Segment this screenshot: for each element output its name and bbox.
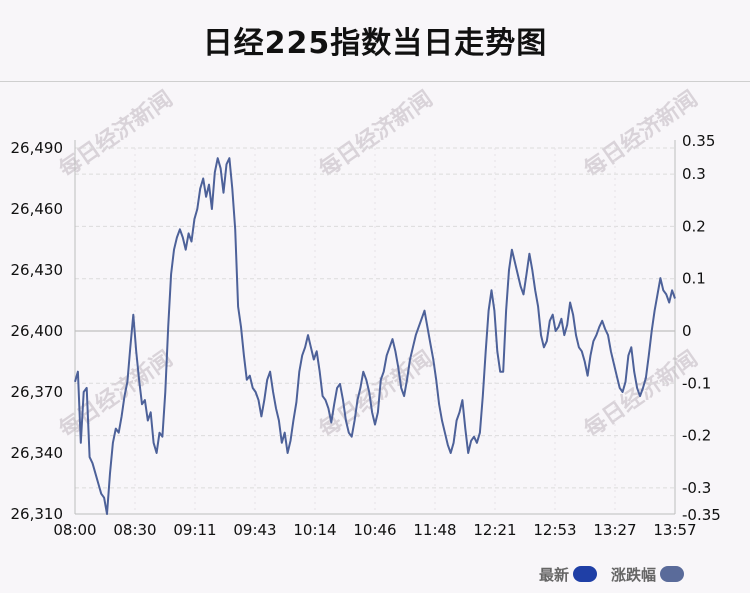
y-tick-left: 26,460	[11, 200, 64, 218]
y-tick-right: 0.3	[682, 165, 706, 183]
y-tick-right: 0	[682, 322, 692, 340]
axes	[74, 140, 676, 515]
y-tick-right: 0.2	[682, 217, 706, 235]
legend-label-change: 涨跌幅	[610, 565, 656, 584]
x-tick: 12:21	[473, 521, 516, 539]
y-tick-right: -0.1	[682, 374, 711, 392]
y-tick-left: 26,340	[11, 444, 64, 462]
series-layer	[74, 157, 676, 515]
x-tick: 10:46	[353, 521, 396, 539]
legend: 最新 涨跌幅	[539, 563, 684, 585]
y-tick-right: -0.35	[682, 506, 721, 524]
x-tick: 09:11	[173, 521, 216, 539]
x-tick: 12:53	[533, 521, 576, 539]
series-line	[74, 157, 676, 515]
x-tick: 13:27	[593, 521, 636, 539]
x-tick: 08:00	[53, 521, 96, 539]
y-tick-right: 0.1	[682, 270, 706, 288]
y-tick-left: 26,400	[11, 322, 64, 340]
y-tick-left: 26,490	[11, 139, 64, 157]
legend-item-change[interactable]: 涨跌幅	[611, 564, 684, 585]
y-tick-right: -0.2	[682, 427, 711, 445]
legend-swatch-change	[660, 566, 684, 582]
chart-title: 日经225指数当日走势图	[202, 26, 548, 61]
watermark-text: 每日经济新闻	[54, 86, 177, 183]
y-tick-right: -0.3	[682, 479, 711, 497]
x-tick: 13:57	[653, 521, 696, 539]
grid	[74, 147, 676, 515]
x-tick: 09:43	[233, 521, 276, 539]
x-tick: 10:14	[293, 521, 336, 539]
y-tick-left: 26,430	[11, 261, 64, 279]
y-tick-left: 26,310	[11, 505, 64, 523]
watermark-text: 每日经济新闻	[314, 346, 437, 443]
legend-label-latest: 最新	[538, 565, 569, 584]
watermark-text: 每日经济新闻	[314, 86, 437, 183]
title-divider	[0, 81, 750, 82]
y-tick-right: 0.35	[682, 132, 715, 150]
x-tick: 11:48	[413, 521, 456, 539]
legend-item-latest[interactable]: 最新	[539, 564, 597, 585]
legend-swatch-latest	[572, 566, 597, 582]
y-tick-left: 26,370	[11, 383, 64, 401]
x-tick: 08:30	[113, 521, 156, 539]
tick-labels: 26,490 26,460 26,430 26,400 26,370 26,340 26,3…	[11, 132, 721, 539]
